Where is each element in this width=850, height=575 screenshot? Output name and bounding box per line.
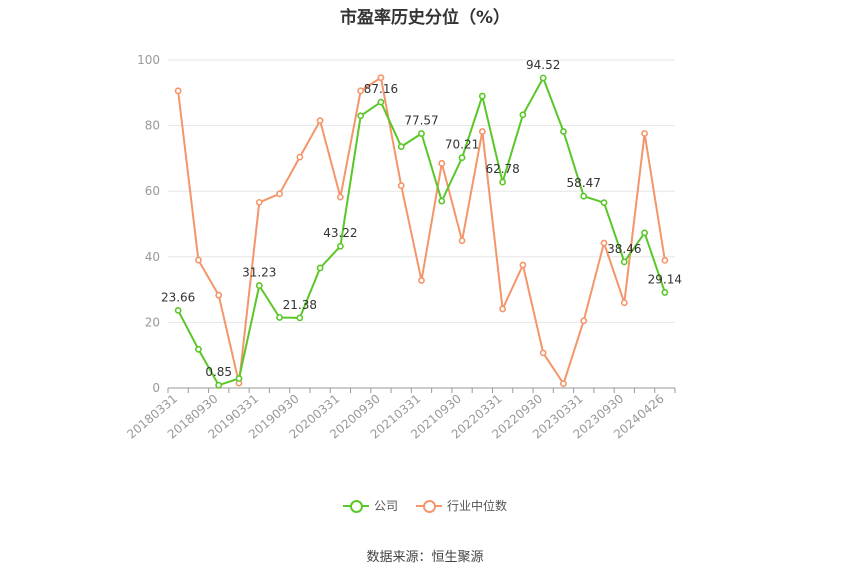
data-point [438,197,446,205]
data-point [458,237,466,245]
data-point [641,229,648,237]
y-tick-label: 100 [137,53,160,67]
data-point [458,154,466,162]
data-point [195,256,202,264]
data-point [519,111,527,119]
data-label: 31.23 [242,266,276,280]
data-point [296,314,304,322]
data-point [600,199,608,207]
legend: 公司 行业中位数 [0,497,850,514]
data-point [195,345,202,353]
data-point [478,92,486,100]
data-point [276,190,283,198]
data-point [600,239,608,247]
data-label: 29.14 [648,272,682,286]
y-tick-label: 40 [145,250,160,264]
data-label: 38.46 [607,242,641,256]
data-point [539,74,547,82]
data-point [499,305,507,313]
y-tick-label: 80 [145,119,160,133]
legend-label-industry-median: 行业中位数 [447,499,508,513]
data-point [336,193,344,201]
data-label: 87.16 [364,82,398,96]
data-label: 94.52 [526,58,560,72]
data-point [336,242,344,250]
y-tick-label: 60 [145,184,160,198]
data-point [215,291,223,299]
data-point [357,87,365,95]
data-point [316,264,324,272]
data-label: 58.47 [567,176,601,190]
data-label: 21.38 [283,298,317,312]
data-point [418,130,425,137]
data-point [560,380,567,388]
data-label: 62.78 [485,162,519,176]
data-point [174,306,182,314]
legend-marker-company [342,499,369,513]
legend-marker-industry-median [416,499,442,513]
data-point [235,375,243,382]
data-point [438,159,446,167]
data-point [418,277,425,284]
y-tick-label: 0 [152,381,160,395]
data-point [620,258,628,266]
data-point [499,178,507,186]
y-tick-label: 20 [145,315,160,329]
data-point [215,381,223,389]
data-point [620,299,628,307]
data-point [560,128,567,135]
data-label: 43.22 [323,226,357,240]
data-point [316,117,324,125]
data-point [661,257,669,264]
data-label: 0.85 [205,365,232,379]
legend-label-company: 公司 [373,499,398,513]
data-point [519,261,527,269]
legend-item-industry-median[interactable]: 行业中位数 [416,497,507,514]
data-point [539,349,547,357]
data-label: 23.66 [161,290,195,304]
data-point [377,98,385,106]
data-point [397,182,405,190]
data-point [397,143,405,150]
data-point [580,317,588,325]
chart-title: 市盈率历史分位（%） [339,8,511,28]
data-source: 数据来源：恒生聚源 [366,550,484,565]
data-point [174,87,182,95]
data-label: 70.21 [445,138,479,152]
data-point [357,112,365,120]
legend-item-company[interactable]: 公司 [342,497,398,514]
data-label: 77.57 [404,114,438,128]
data-point [296,153,304,161]
data-point [255,282,263,289]
data-point [641,130,648,137]
data-point [661,289,669,296]
data-point [478,128,486,135]
data-point [580,192,588,200]
data-point [377,74,385,82]
data-point [276,314,283,321]
data-point [255,198,263,206]
